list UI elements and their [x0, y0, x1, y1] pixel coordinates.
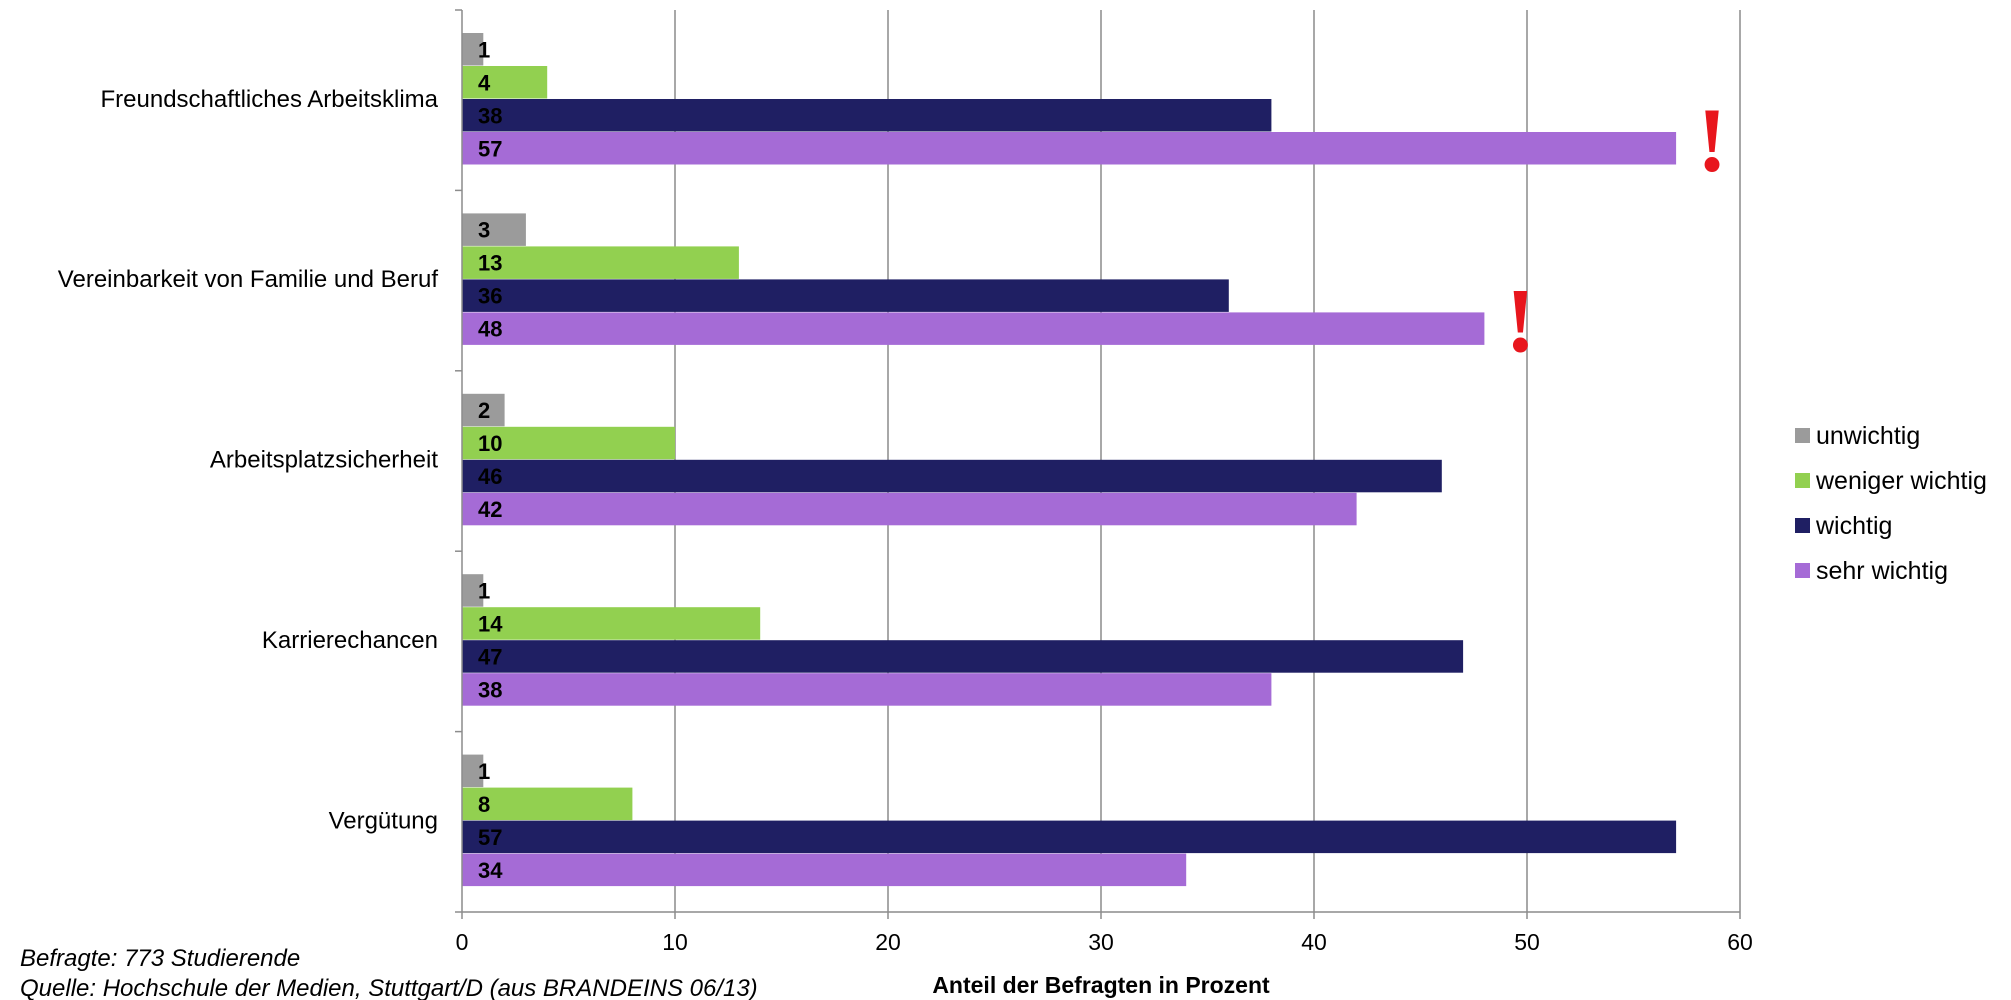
bar — [462, 640, 1464, 673]
bar-value-label: 2 — [478, 398, 490, 423]
x-tick-label: 50 — [1514, 929, 1540, 955]
bar — [462, 99, 1272, 132]
legend-swatch — [1795, 563, 1810, 578]
source-note: Quelle: Hochschule der Medien, Stuttgart… — [20, 975, 758, 1000]
x-axis-title: Anteil der Befragten in Prozent — [932, 972, 1270, 998]
bar — [462, 853, 1187, 887]
legend-swatch — [1795, 473, 1810, 488]
category-label: Arbeitsplatzsicherheit — [210, 447, 438, 474]
legend-label: unwichtig — [1816, 422, 1920, 450]
bar — [462, 607, 761, 640]
legend: unwichtig weniger wichtig wichtig sehr wich… — [1795, 422, 1987, 585]
bar — [462, 459, 1442, 493]
bar — [462, 33, 484, 66]
bar — [462, 279, 1229, 312]
bar-value-label: 36 — [478, 284, 502, 309]
sample-note: Befragte: 773 Studierende — [20, 945, 300, 972]
bar-value-label: 8 — [478, 792, 490, 817]
category-label: Vereinbarkeit von Familie und Beruf — [58, 266, 439, 293]
bar-value-label: 13 — [478, 251, 502, 276]
bar-value-label: 34 — [478, 858, 503, 883]
x-tick-label: 0 — [456, 929, 469, 955]
legend-label: weniger wichtig — [1815, 467, 1987, 495]
bar — [462, 132, 1677, 165]
category-label: Freundschaftliches Arbeitsklima — [101, 86, 439, 113]
bar — [462, 673, 1272, 706]
x-tick-label: 20 — [875, 929, 901, 955]
bar — [462, 213, 526, 246]
bar — [462, 312, 1485, 345]
axes: 0 10 20 30 40 50 60 Freundschaftliches Arbeitsk… — [58, 9, 1753, 955]
bar — [462, 754, 484, 788]
bar — [462, 426, 675, 460]
x-tick-label: 30 — [1088, 929, 1114, 955]
bar-value-label: 42 — [478, 497, 502, 522]
legend-label: wichtig — [1815, 512, 1892, 540]
category-label: Vergütung — [329, 807, 438, 834]
bar-value-label: 46 — [478, 464, 502, 489]
legend-swatch — [1795, 518, 1810, 533]
bar — [462, 787, 633, 821]
legend-swatch — [1795, 428, 1810, 443]
bar — [462, 66, 548, 99]
bar — [462, 574, 484, 607]
bar — [462, 820, 1677, 854]
x-tick-label: 10 — [662, 929, 688, 955]
bar-value-label: 1 — [478, 759, 490, 784]
bar-value-label: 57 — [478, 825, 502, 850]
highlight-marks: !! — [1505, 89, 1727, 371]
bar-value-label: 14 — [478, 611, 503, 636]
bar-value-label: 47 — [478, 644, 502, 669]
legend-label: sehr wichtig — [1816, 557, 1948, 585]
category-label: Karrierechancen — [262, 627, 438, 654]
bar-value-label: 10 — [478, 431, 502, 456]
bar-value-label: 48 — [478, 317, 502, 342]
x-tick-label: 60 — [1727, 929, 1753, 955]
bar-value-label: 1 — [478, 578, 490, 603]
bar-value-label: 38 — [478, 103, 502, 128]
exclamation-mark: ! — [1505, 269, 1536, 371]
bar-value-label: 1 — [478, 37, 490, 62]
bar — [462, 492, 1357, 526]
bar-value-label: 3 — [478, 218, 490, 243]
bar-value-label: 4 — [478, 70, 491, 95]
bar — [462, 393, 505, 427]
x-tick-label: 40 — [1301, 929, 1327, 955]
bar-value-label: 57 — [478, 136, 502, 161]
bar — [462, 246, 739, 279]
bar-value-label: 38 — [478, 677, 502, 702]
exclamation-mark: ! — [1697, 89, 1728, 191]
